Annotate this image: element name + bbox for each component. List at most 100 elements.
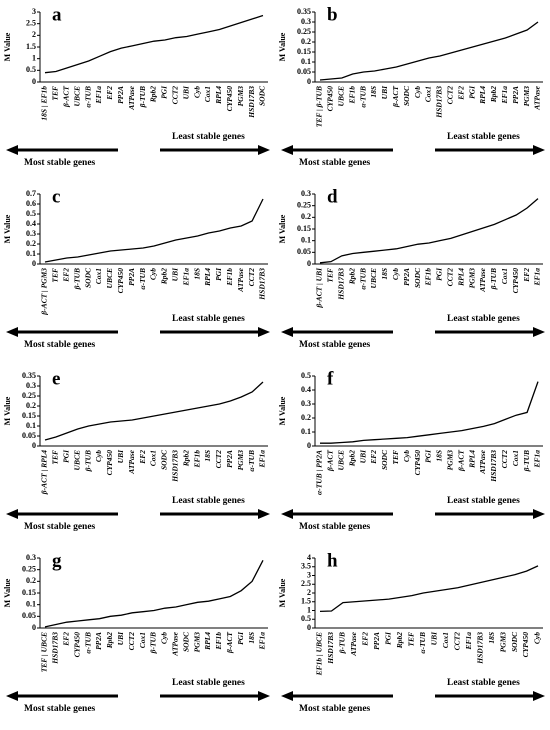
x-tick-label: TEF — [51, 86, 60, 101]
x-tick-label: 18S — [380, 268, 389, 280]
x-tick-label: EF1a — [500, 86, 509, 105]
y-tick-label: 0.2 — [26, 239, 36, 248]
x-tick-label: TEF | UBCE — [40, 632, 49, 672]
x-tick-label: RPL4 — [214, 86, 223, 105]
y-tick-label: 0.1 — [26, 249, 36, 258]
x-tick-label: CYP450 — [413, 450, 422, 476]
x-tick-label: PP2A — [94, 632, 103, 650]
y-tick-label: 0 — [32, 259, 36, 268]
y-tick-label: 0 — [307, 441, 311, 450]
x-tick-label: Cox1 — [94, 268, 103, 284]
x-tick-label: EF2 — [138, 450, 147, 465]
y-tick-label: 0.3 — [301, 189, 311, 198]
x-tick-label: SODC — [181, 631, 190, 652]
least-stable-label: Least stable genes — [172, 132, 245, 142]
x-tick-label: α-TUB | PP2A — [315, 450, 324, 495]
y-tick-label: 4 — [307, 553, 311, 562]
x-tick-label: SODC — [258, 85, 267, 106]
x-tick-label: UBCE — [337, 450, 346, 470]
x-tick-label: RPL4 — [456, 268, 465, 287]
m-value-line — [44, 381, 264, 441]
x-tick-label: PGM3 — [192, 632, 201, 653]
x-tick-label: CCT2 — [171, 86, 180, 105]
x-tick-label: PP2A — [402, 268, 411, 286]
x-tick-label: PP2A — [511, 86, 520, 104]
arrow-left-head — [281, 145, 293, 155]
x-tick-label: EF1a — [258, 450, 267, 469]
y-tick-label: 0.25 — [22, 391, 36, 400]
x-tick-label: Cox1 — [511, 450, 520, 466]
least-stable-label: Least stable genes — [447, 678, 520, 688]
y-axis-label: M Value — [278, 396, 287, 425]
x-tick-label: α-TUB — [418, 632, 427, 654]
x-tick-label: β-TUB — [338, 632, 347, 654]
x-tick-label: UBCE — [369, 268, 378, 288]
x-tick-label: TEF — [51, 268, 60, 283]
arrow-left-head — [6, 509, 18, 519]
x-tick-label: ATPase — [478, 449, 487, 474]
x-tick-label: ATPase — [349, 631, 358, 656]
x-tick-label: PGM3 — [236, 86, 245, 107]
m-value-line — [44, 560, 264, 628]
x-tick-label: SODC — [402, 85, 411, 106]
y-tick-label: 0.05 — [297, 247, 311, 256]
least-stable-label: Least stable genes — [172, 496, 245, 506]
y-tick-label: 0.3 — [301, 399, 311, 408]
y-tick-label: 0.15 — [22, 588, 36, 597]
y-tick-label: 0.1 — [26, 599, 36, 608]
x-tick-label: Cox1 — [441, 632, 450, 648]
x-tick-label: β-ACT | PGM3 — [40, 268, 49, 316]
x-tick-label: PP2A — [127, 268, 136, 286]
x-tick-label: PGI — [236, 631, 245, 645]
x-tick-label: ATPase — [533, 85, 542, 110]
y-tick-label: 0.35 — [22, 371, 36, 380]
x-tick-label: EF2 — [105, 86, 114, 101]
y-tick-label: 2.5 — [26, 18, 36, 27]
x-tick-label: 18S — [192, 268, 201, 280]
panel-letter: h — [327, 550, 338, 571]
y-axis-label: M Value — [3, 578, 12, 607]
x-tick-label: ATPase — [236, 267, 245, 292]
x-tick-label: HSD17B3 — [435, 86, 444, 119]
x-tick-label: Cox1 — [500, 268, 509, 284]
y-tick-label: 0.6 — [26, 199, 36, 208]
most-stable-label: Most stable genes — [24, 704, 96, 714]
x-tick-label: Cox1 — [203, 86, 212, 102]
panel-letter: e — [52, 368, 60, 389]
m-value-line — [44, 14, 264, 74]
y-tick-label: 0.5 — [26, 209, 36, 218]
panel: 00.10.20.30.40.50.60.7 M Value c β-ACT | PG… — [3, 186, 270, 350]
x-tick-label: RPL4 — [467, 450, 476, 469]
x-tick-label: PGI — [160, 85, 169, 99]
x-tick-label: UBI — [429, 631, 438, 645]
most-stable-label: Most stable genes — [299, 340, 371, 350]
panel: 00.050.10.150.20.250.30.35 M Value e β-ACT … — [3, 368, 270, 532]
y-tick-label: 0.3 — [26, 229, 36, 238]
y-tick-label: 0.2 — [301, 212, 311, 221]
m-value-line — [320, 381, 539, 444]
x-tick-label: Rpb2 — [160, 268, 169, 286]
y-tick-label: 0.1 — [301, 427, 311, 436]
x-tick-label: β-TUB — [138, 86, 147, 108]
x-tick-label: β-ACT | UBI — [315, 267, 324, 309]
x-tick-label: CCT2 — [127, 632, 136, 651]
x-tick-label: Rpb2 — [489, 86, 498, 104]
y-tick-label: 0.35 — [297, 7, 311, 16]
x-tick-label: UBCE — [105, 268, 114, 288]
arrow-left-head — [281, 509, 293, 519]
x-tick-label: EF1a — [533, 450, 542, 469]
x-tick-label: HSD17B3 — [171, 450, 180, 483]
x-tick-label: Cyb — [402, 450, 411, 462]
x-tick-label: CYP450 — [105, 450, 114, 476]
x-tick-label: HSD17B3 — [247, 86, 256, 119]
y-tick-label: 0.3 — [26, 553, 36, 562]
x-tick-label: CCT2 — [214, 450, 223, 469]
least-stable-label: Least stable genes — [172, 314, 245, 324]
arrow-right-head — [533, 145, 545, 155]
panel: 0 0.05 0.1 0.15 0.2 0.25 0.3 M Value d β-ACT | UB… — [278, 186, 545, 350]
most-stable-label: Most stable genes — [299, 704, 371, 714]
y-tick-label: 0.2 — [26, 401, 36, 410]
x-tick-label: TEF — [407, 632, 416, 647]
y-tick-label: 0 — [32, 77, 36, 86]
